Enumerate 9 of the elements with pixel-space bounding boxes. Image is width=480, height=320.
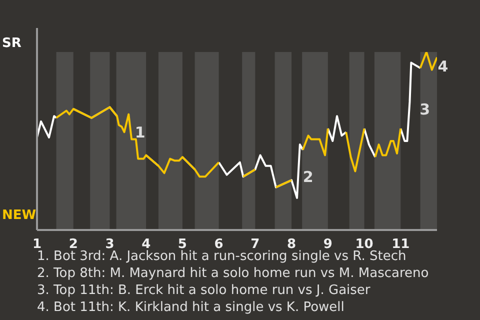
annotation: 1 xyxy=(134,123,146,142)
annotation: 4 xyxy=(438,58,448,76)
text: NEW xyxy=(2,208,36,224)
text: 3. Top 11th: B. Erck hit a solo home run vs J. Gaiser xyxy=(37,282,372,299)
text: 4. Bot 11th: K. Kirkland hit a single vs K. Powell xyxy=(37,299,346,316)
annotation: 2 xyxy=(302,168,314,186)
annotation: 3 xyxy=(420,100,430,118)
text: 2. Top 8th: M. Maynard hit a solo home run vs M. Mascareno xyxy=(37,265,429,282)
text: SR xyxy=(2,36,22,52)
